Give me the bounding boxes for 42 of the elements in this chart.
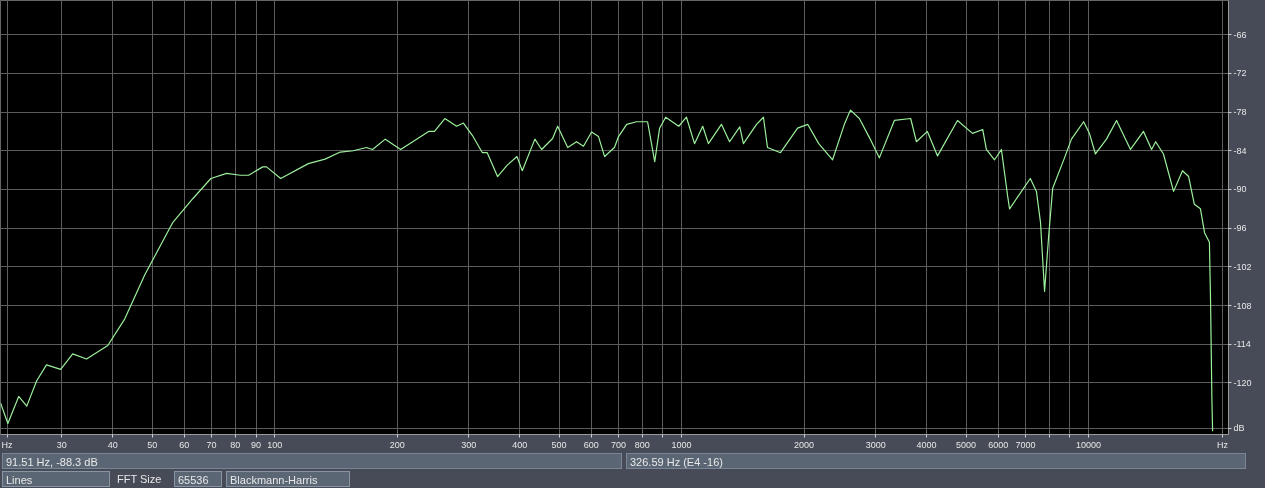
x-tick-label: 6000 xyxy=(988,439,1009,450)
y-tick-label: -96 xyxy=(1233,223,1247,234)
text: 326.59 Hz (E4 -16) xyxy=(630,455,723,470)
y-tick-label: -114 xyxy=(1233,339,1251,350)
text: Blackmann-Harris xyxy=(230,473,318,488)
y-tick-label: -120 xyxy=(1233,377,1252,388)
y-tick-label: dB xyxy=(1233,423,1245,434)
y-tick-label: -84 xyxy=(1233,145,1247,156)
y-tick-label: -90 xyxy=(1233,184,1247,195)
y-tick-label: -66 xyxy=(1233,29,1247,40)
y-tick-label: -72 xyxy=(1233,68,1247,79)
x-tick-label: 70 xyxy=(206,439,217,450)
x-tick-label: 200 xyxy=(389,439,405,450)
x-tick-label: 300 xyxy=(461,439,477,450)
x-tick-label: 5000 xyxy=(956,439,977,450)
x-tick-label: 40 xyxy=(107,439,118,450)
x-tick-label: 700 xyxy=(611,439,627,450)
x-tick-label: 50 xyxy=(147,439,158,450)
x-tick-label: 400 xyxy=(512,439,528,450)
x-tick-label: 80 xyxy=(230,439,241,450)
x-tick-label: 4000 xyxy=(916,439,937,450)
x-tick-label: 1000 xyxy=(671,439,692,450)
text: Lines xyxy=(6,473,33,488)
x-tick-label: 60 xyxy=(179,439,190,450)
x-tick-label: 7000 xyxy=(1015,439,1036,450)
y-tick-label: -108 xyxy=(1233,300,1252,311)
x-tick-label: Hz xyxy=(1216,439,1229,450)
x-tick-label: 600 xyxy=(583,439,599,450)
x-tick-label: 500 xyxy=(551,439,567,450)
x-tick-label: 10000 xyxy=(1076,439,1102,450)
x-tick-label: Hz xyxy=(1,439,14,450)
y-tick-label: -102 xyxy=(1233,261,1252,272)
x-tick-label: 90 xyxy=(251,439,262,450)
x-tick-label: 30 xyxy=(56,439,67,450)
x-tick-label: 2000 xyxy=(794,439,815,450)
y-tick-label: -78 xyxy=(1233,107,1247,118)
text: FFT Size xyxy=(117,472,162,487)
text: 91.51 Hz, -88.3 dB xyxy=(6,455,98,470)
text: 65536 xyxy=(178,473,209,488)
x-tick-label: 3000 xyxy=(865,439,886,450)
x-tick-label: 800 xyxy=(634,439,650,450)
x-tick-label: 100 xyxy=(267,439,283,450)
